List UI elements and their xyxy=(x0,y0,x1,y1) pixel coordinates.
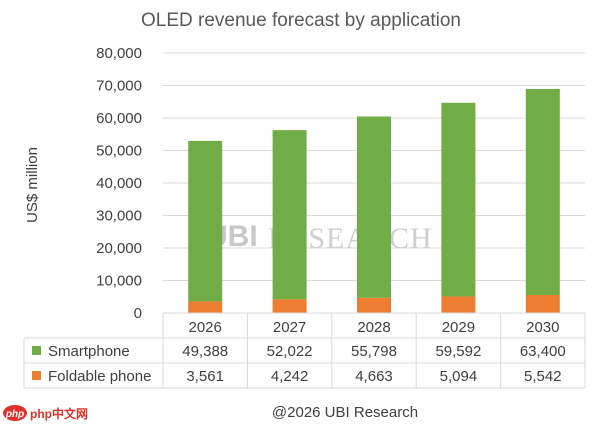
bar-segment xyxy=(357,116,391,298)
data-label: 4,663 xyxy=(355,368,393,385)
bar-segment xyxy=(188,301,223,313)
copyright-credit: @2026 UBI Research xyxy=(272,404,418,421)
data-label: 59,592 xyxy=(435,343,481,360)
data-table: 2026 2027 2028 2029 2030 Smartphone 49,388 52,0… xyxy=(23,312,586,389)
data-label: 5,094 xyxy=(440,368,478,385)
data-label: 63,400 xyxy=(520,343,566,360)
legend-label: Smartphone xyxy=(48,343,130,360)
chart-title: OLED revenue forecast by application xyxy=(141,10,461,31)
y-tick-label: 80,000 xyxy=(96,45,142,62)
legend-label: Foldable phone xyxy=(48,368,151,385)
y-tick-label: 20,000 xyxy=(96,240,142,257)
bar-segment xyxy=(188,140,223,302)
y-axis-label: US$ million xyxy=(24,147,41,223)
x-tick-label: 2027 xyxy=(273,319,306,336)
watermark: UBI RESEARCH xyxy=(206,220,432,255)
bars xyxy=(188,88,560,313)
bar-segment xyxy=(357,297,391,313)
data-label: 3,561 xyxy=(186,368,224,385)
data-label: 4,242 xyxy=(271,368,309,385)
legend-swatch xyxy=(32,371,41,380)
y-tick-label: 30,000 xyxy=(96,208,142,225)
x-tick-label: 2030 xyxy=(526,319,559,336)
bar-segment xyxy=(441,102,476,297)
y-axis-ticks: 0 10,000 20,000 30,000 40,000 50,000 60,000 70,… xyxy=(96,45,142,322)
y-tick-label: 0 xyxy=(134,305,142,322)
y-tick-label: 70,000 xyxy=(96,78,142,95)
y-tick-label: 60,000 xyxy=(96,110,142,127)
bar-segment xyxy=(441,296,476,313)
legend-swatch xyxy=(32,346,41,355)
bar-segment xyxy=(525,294,560,313)
data-label: 5,542 xyxy=(524,368,562,385)
corner-badge-text: php中文网 xyxy=(30,406,88,421)
data-label: 55,798 xyxy=(351,343,397,360)
y-tick-label: 50,000 xyxy=(96,143,142,160)
x-tick-label: 2026 xyxy=(189,319,222,336)
bar-segment xyxy=(272,299,307,313)
data-label: 49,388 xyxy=(182,343,228,360)
x-tick-label: 2028 xyxy=(357,319,390,336)
y-tick-label: 40,000 xyxy=(96,175,142,192)
bar-segment xyxy=(272,130,307,300)
x-tick-label: 2029 xyxy=(442,319,475,336)
data-label: 52,022 xyxy=(267,343,313,360)
svg-text:php: php xyxy=(5,409,24,420)
php-logo-icon: php xyxy=(3,405,27,421)
y-tick-label: 10,000 xyxy=(96,273,142,290)
corner-badge: php php中文网 xyxy=(3,405,88,421)
bar-segment xyxy=(525,88,560,295)
